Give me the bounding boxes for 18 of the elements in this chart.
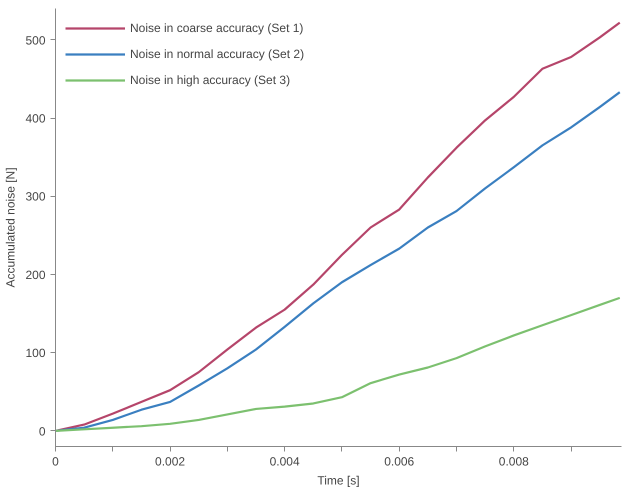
- y-tick-label: 0: [38, 424, 46, 438]
- y-tick-label: 400: [25, 112, 46, 126]
- legend-label: Noise in high accuracy (Set 3): [130, 73, 290, 87]
- y-tick-label: 100: [25, 346, 46, 360]
- x-tick-label: 0.004: [270, 454, 300, 468]
- legend-label: Noise in coarse accuracy (Set 1): [130, 21, 304, 35]
- y-tick-label: 500: [25, 33, 46, 48]
- line-series: [56, 296, 621, 432]
- x-tick-label: 0.006: [384, 454, 415, 468]
- line-series: [56, 21, 621, 432]
- y-axis-title: Accumulated noise [N]: [3, 167, 18, 288]
- x-tick-label: 0.008: [498, 454, 530, 468]
- legend-label: Noise in normal accuracy (Set 2): [130, 47, 304, 61]
- x-tick-label: 0.002: [155, 454, 186, 468]
- y-tick-label: 300: [25, 190, 46, 204]
- x-axis-title: Time [s]: [317, 474, 360, 488]
- y-tick-label: 200: [25, 268, 46, 282]
- x-tick-label: 0: [52, 454, 60, 468]
